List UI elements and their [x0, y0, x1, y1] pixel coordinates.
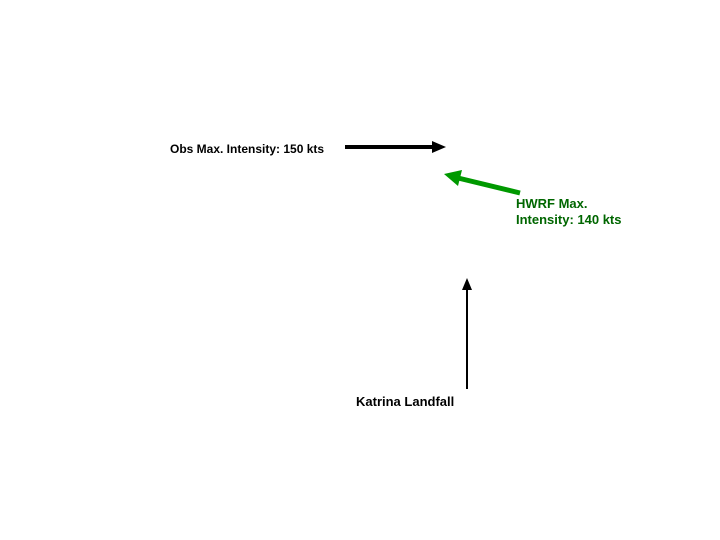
obs-arrow-icon	[345, 141, 446, 153]
hwrf-arrow-shaft	[458, 178, 520, 193]
hwrf-arrow-head	[444, 170, 462, 186]
katrina-landfall-label: Katrina Landfall	[356, 394, 454, 410]
hwrf-max-line2-label: Intensity: 140 kts	[516, 212, 622, 228]
landfall-arrow-head	[462, 278, 472, 290]
landfall-arrow-icon	[462, 278, 472, 389]
obs-arrow-head	[432, 141, 446, 153]
hwrf-arrow-icon	[444, 170, 520, 193]
obs-max-intensity-label: Obs Max. Intensity: 150 kts	[170, 142, 324, 156]
hwrf-max-line1-label: HWRF Max.	[516, 196, 588, 212]
arrows-layer	[0, 0, 720, 540]
